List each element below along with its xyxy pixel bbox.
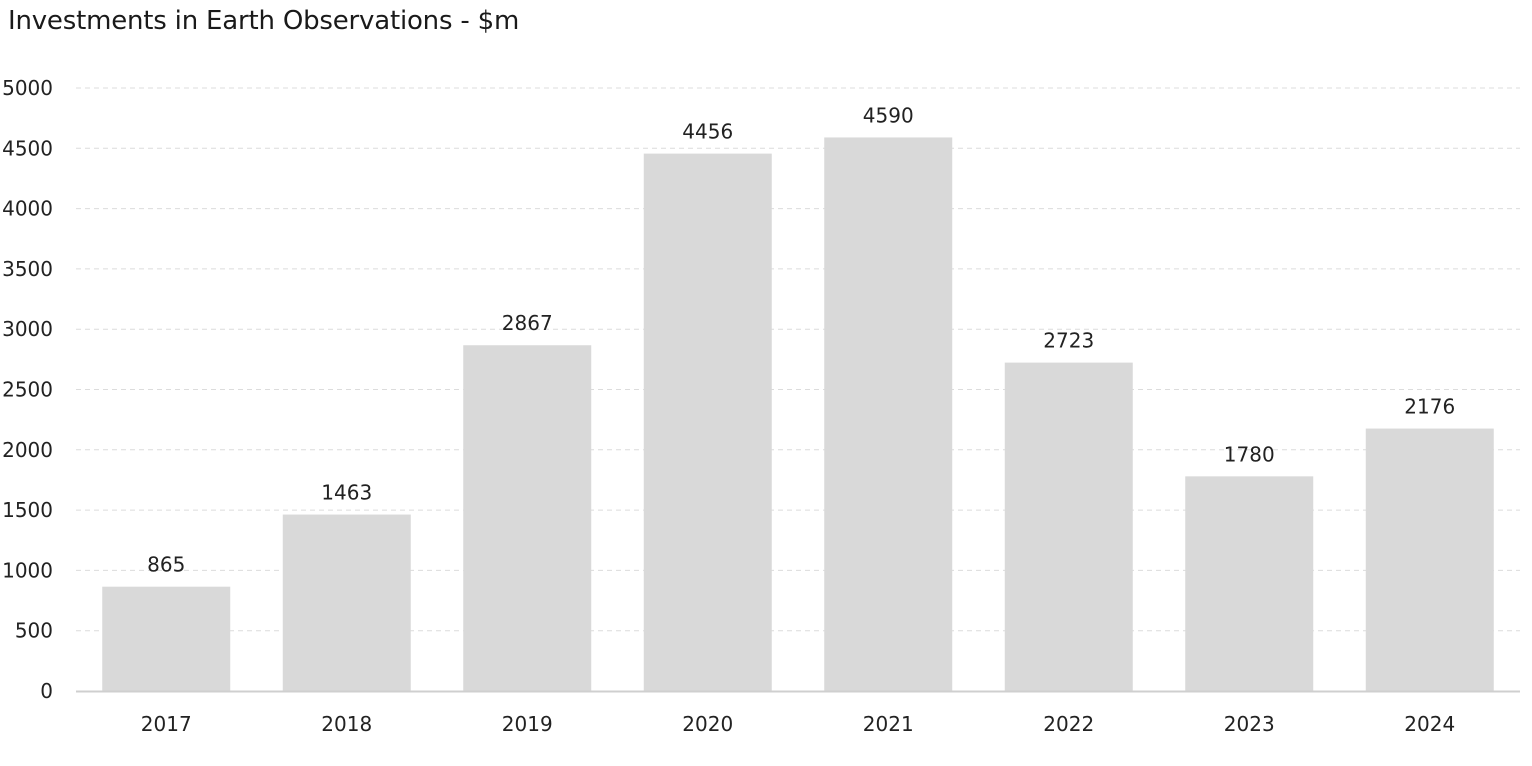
data-labels: 865 1463 2867 4456 4590 2723 1780 2176 <box>147 103 1455 576</box>
bar-2019 <box>463 345 592 691</box>
y-tick-label: 0 <box>40 679 53 703</box>
x-tick-label: 2017 <box>141 712 192 736</box>
y-tick-label: 1000 <box>2 558 53 582</box>
data-label: 1780 <box>1224 442 1275 466</box>
x-axis-ticks: 2017 2018 2019 2020 2021 2022 2023 2024 <box>141 712 1455 736</box>
data-label: 2723 <box>1043 329 1094 353</box>
data-label: 1463 <box>321 481 372 505</box>
y-tick-label: 500 <box>15 619 53 643</box>
y-tick-label: 3500 <box>2 257 53 281</box>
y-axis-ticks: 0 500 1000 1500 2000 2500 3000 3500 4000 4500 5000 <box>2 76 53 703</box>
x-tick-label: 2022 <box>1043 712 1094 736</box>
bar-2024 <box>1365 428 1494 691</box>
chart-title: Investments in Earth Observations - $m <box>8 6 520 36</box>
x-tick-label: 2023 <box>1224 712 1275 736</box>
x-tick-label: 2021 <box>863 712 914 736</box>
gridlines <box>76 87 1520 632</box>
x-tick-label: 2018 <box>321 712 372 736</box>
data-label: 2176 <box>1404 395 1455 419</box>
data-label: 865 <box>147 553 185 577</box>
y-tick-label: 2500 <box>2 378 53 402</box>
x-tick-label: 2019 <box>502 712 553 736</box>
bar-2017 <box>102 586 231 691</box>
bar-2021 <box>824 137 953 692</box>
y-tick-label: 2000 <box>2 438 53 462</box>
y-tick-label: 4000 <box>2 197 53 221</box>
bars <box>102 137 1494 692</box>
y-tick-label: 5000 <box>2 76 53 100</box>
y-tick-label: 3000 <box>2 317 53 341</box>
data-label: 4590 <box>863 103 914 127</box>
bar-2023 <box>1185 476 1314 691</box>
bar-2020 <box>643 153 772 692</box>
x-tick-label: 2024 <box>1404 712 1455 736</box>
x-tick-label: 2020 <box>682 712 733 736</box>
y-tick-label: 1500 <box>2 498 53 522</box>
data-label: 2867 <box>502 311 553 335</box>
data-label: 4456 <box>682 120 733 144</box>
bar-2022 <box>1004 362 1133 691</box>
bar-2018 <box>282 514 411 691</box>
y-tick-label: 4500 <box>2 136 53 160</box>
